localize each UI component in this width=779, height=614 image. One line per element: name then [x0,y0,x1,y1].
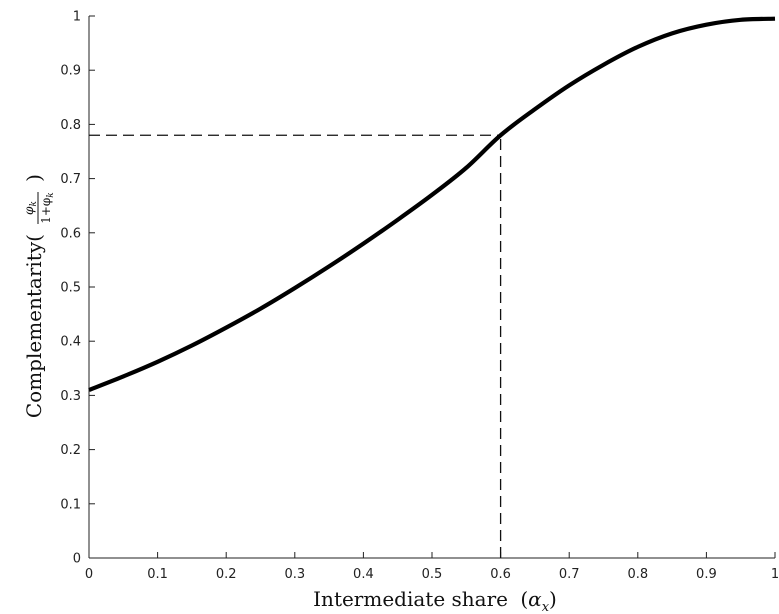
ticks: 0 0.1 0.2 0.3 0.4 0.5 0.6 0.7 0.8 0.9 1 0 0.1 0.2 0.3 0… [60,10,779,583]
reference-lines [89,134,502,558]
x-tick-label: 0.1 [147,567,168,582]
x-tick-label: 0 [85,567,93,582]
x-tick-label: 1 [771,567,779,582]
x-tick-label: 0.5 [422,567,443,582]
y-tick-label: 0.3 [60,389,81,404]
axes [88,16,775,559]
y-tick-label: 0.8 [60,118,81,133]
y-tick-label: 0 [73,552,81,567]
y-tick-label: 0.1 [60,497,81,512]
x-tick-label: 0.9 [696,567,717,582]
y-tick-label: 1 [73,10,81,25]
y-tick-label: 0.4 [60,335,81,350]
y-title-open-paren: ( [22,234,46,242]
y-tick-label: 0.2 [60,443,81,458]
y-title-numerator: φk [22,201,39,215]
x-tick-label: 0.4 [353,567,374,582]
y-tick-label: 0.6 [60,226,81,241]
y-axis-title: Complementarity ( φk 1+φk ) [22,174,56,418]
y-tick-label: 0.9 [60,64,81,79]
y-title-close-paren: ) [22,174,46,182]
y-tick-label: 0.5 [60,281,81,296]
y-axis-title-text: Complementarity [22,241,46,418]
series-group [88,16,776,392]
x-tick-label: 0.6 [490,567,511,582]
x-tick-label: 0.8 [627,567,648,582]
y-tick-label: 0.7 [60,172,81,187]
series-line [88,16,776,392]
y-title-denominator: 1+φk [39,192,56,224]
x-axis-title: Intermediate share (αx) [313,587,557,614]
x-tick-label: 0.2 [216,567,237,582]
x-tick-label: 0.3 [284,567,305,582]
x-tick-label: 0.7 [559,567,580,582]
